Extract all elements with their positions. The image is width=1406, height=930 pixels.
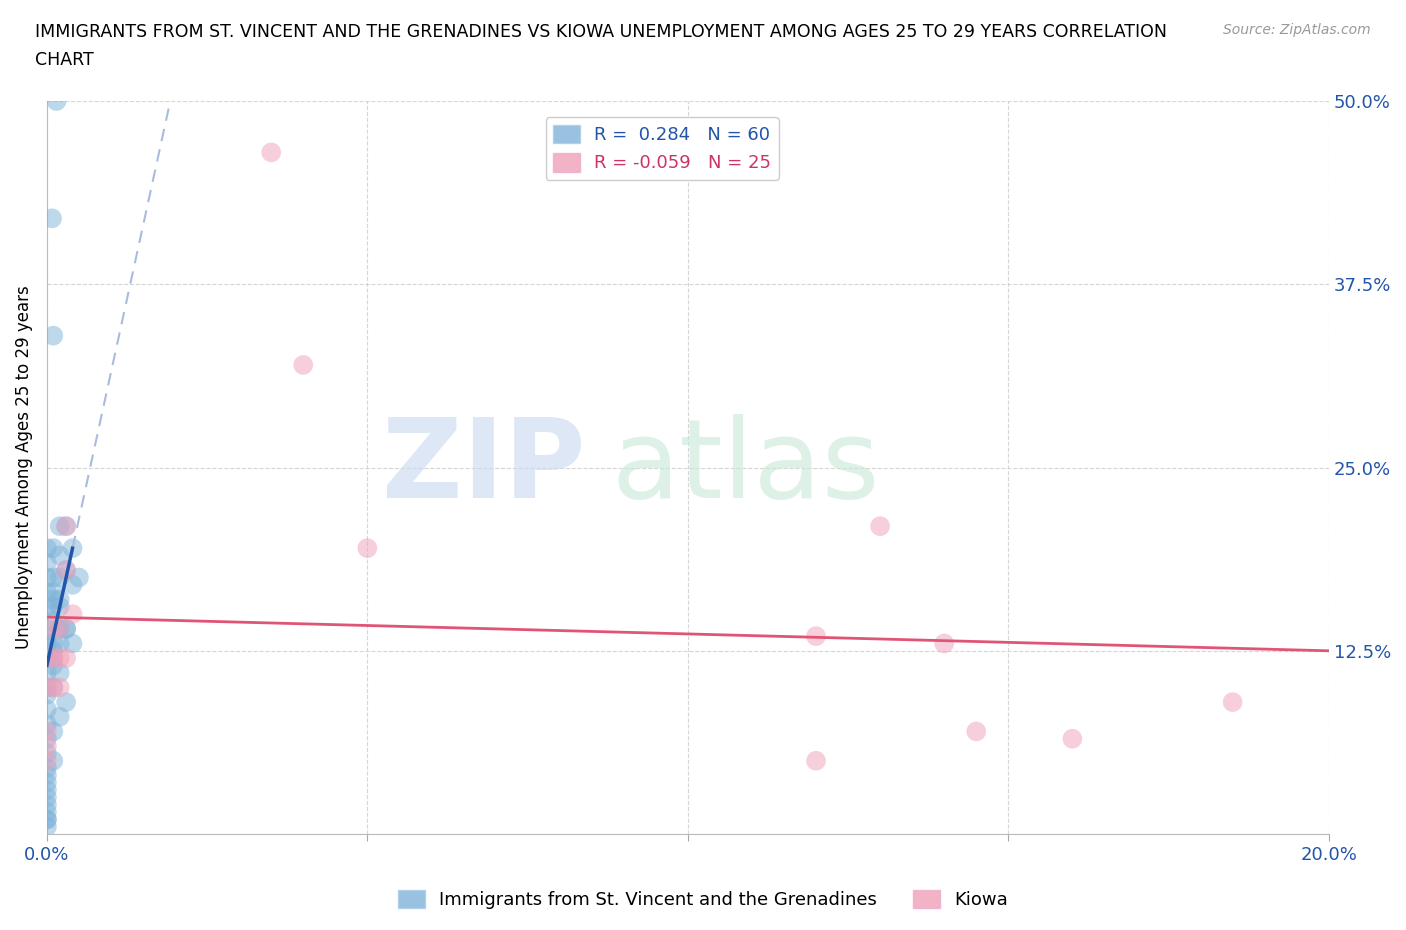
Point [35, 555, 58, 570]
Point [42, 592, 65, 607]
Point [356, 540, 378, 555]
Point [42, 540, 65, 555]
Point [35, 812, 58, 827]
Point [35, 702, 58, 717]
Point [804, 629, 827, 644]
Point [35, 687, 58, 702]
Y-axis label: Unemployment Among Ages 25 to 29 years: Unemployment Among Ages 25 to 29 years [15, 286, 32, 649]
Text: ZIP: ZIP [382, 414, 585, 521]
Point [67, 570, 90, 585]
Point [48, 636, 70, 651]
Text: IMMIGRANTS FROM ST. VINCENT AND THE GRENADINES VS KIOWA UNEMPLOYMENT AMONG AGES : IMMIGRANTS FROM ST. VINCENT AND THE GREN… [35, 23, 1167, 41]
Point [260, 145, 283, 160]
Point [35, 797, 58, 812]
Point [42, 658, 65, 673]
Point [869, 519, 891, 534]
Point [42, 636, 65, 651]
Point [35, 665, 58, 680]
Point [48, 665, 70, 680]
Point [42, 585, 65, 600]
Point [35, 724, 58, 738]
Point [35, 731, 58, 746]
Point [35, 790, 58, 804]
Point [1062, 731, 1084, 746]
Point [42, 644, 65, 658]
Point [42, 724, 65, 738]
Point [42, 651, 65, 666]
Point [42, 651, 65, 666]
Point [42, 621, 65, 636]
Point [42, 570, 65, 585]
Text: atlas: atlas [612, 414, 879, 521]
Point [55, 519, 77, 534]
Point [35, 636, 58, 651]
Point [35, 540, 58, 555]
Point [55, 695, 77, 710]
Point [45, 94, 67, 109]
Point [55, 563, 77, 578]
Point [35, 738, 58, 753]
Point [41, 211, 63, 226]
Legend: R =  0.284   N = 60, R = -0.059   N = 25: R = 0.284 N = 60, R = -0.059 N = 25 [546, 117, 779, 179]
Point [62, 540, 84, 555]
Point [35, 812, 58, 827]
Point [35, 761, 58, 776]
Point [42, 680, 65, 695]
Point [55, 651, 77, 666]
Point [35, 776, 58, 790]
Point [934, 636, 956, 651]
Point [42, 680, 65, 695]
Point [48, 599, 70, 614]
Point [965, 724, 987, 738]
Point [35, 629, 58, 644]
Point [35, 651, 58, 666]
Point [55, 519, 77, 534]
Point [35, 717, 58, 732]
Point [35, 783, 58, 798]
Point [42, 753, 65, 768]
Point [62, 578, 84, 592]
Point [35, 804, 58, 819]
Point [804, 753, 827, 768]
Point [48, 519, 70, 534]
Point [35, 585, 58, 600]
Point [48, 548, 70, 563]
Point [48, 710, 70, 724]
Point [35, 570, 58, 585]
Point [48, 621, 70, 636]
Point [55, 563, 77, 578]
Point [55, 621, 77, 636]
Point [62, 606, 84, 621]
Point [292, 357, 315, 372]
Point [48, 592, 70, 607]
Point [55, 621, 77, 636]
Point [62, 636, 84, 651]
Point [35, 621, 58, 636]
Point [35, 746, 58, 761]
Point [35, 651, 58, 666]
Point [35, 599, 58, 614]
Point [48, 570, 70, 585]
Point [42, 599, 65, 614]
Text: Source: ZipAtlas.com: Source: ZipAtlas.com [1223, 23, 1371, 37]
Point [35, 768, 58, 783]
Point [35, 819, 58, 834]
Point [48, 651, 70, 666]
Point [1222, 695, 1244, 710]
Point [35, 680, 58, 695]
Point [35, 680, 58, 695]
Legend: Immigrants from St. Vincent and the Grenadines, Kiowa: Immigrants from St. Vincent and the Gren… [391, 883, 1015, 916]
Point [42, 328, 65, 343]
Text: CHART: CHART [35, 51, 94, 69]
Point [48, 621, 70, 636]
Point [48, 680, 70, 695]
Point [42, 614, 65, 629]
Point [35, 753, 58, 768]
